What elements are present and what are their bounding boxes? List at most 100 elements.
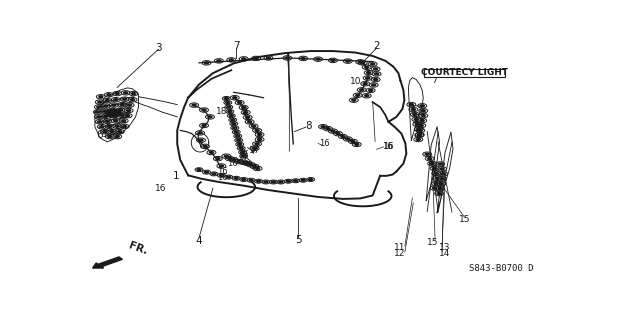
Circle shape — [225, 155, 228, 157]
Text: 1: 1 — [173, 171, 180, 181]
Text: 8: 8 — [305, 121, 312, 131]
Circle shape — [107, 110, 121, 117]
Circle shape — [242, 179, 246, 181]
Circle shape — [434, 183, 438, 185]
Circle shape — [418, 134, 422, 136]
Circle shape — [410, 104, 413, 106]
Circle shape — [97, 106, 101, 108]
Text: 7: 7 — [233, 41, 239, 51]
Circle shape — [234, 131, 238, 133]
Circle shape — [420, 105, 424, 107]
Circle shape — [234, 177, 238, 179]
Text: COURTECY LIGHT: COURTECY LIGHT — [421, 68, 508, 77]
Circle shape — [438, 188, 442, 189]
Circle shape — [217, 60, 221, 62]
Circle shape — [123, 98, 127, 100]
Circle shape — [346, 60, 350, 62]
Circle shape — [237, 102, 242, 104]
Circle shape — [425, 153, 429, 155]
Circle shape — [248, 121, 252, 123]
Circle shape — [228, 110, 232, 113]
Circle shape — [439, 183, 443, 185]
Circle shape — [241, 151, 244, 153]
Circle shape — [120, 104, 124, 106]
Circle shape — [227, 176, 231, 178]
Circle shape — [109, 111, 118, 116]
Circle shape — [233, 127, 237, 129]
FancyBboxPatch shape — [424, 69, 505, 77]
Text: 3: 3 — [155, 43, 162, 53]
Circle shape — [434, 172, 438, 174]
Circle shape — [352, 99, 356, 101]
Circle shape — [203, 145, 207, 147]
Circle shape — [254, 57, 258, 59]
Circle shape — [125, 115, 129, 117]
Circle shape — [367, 72, 371, 74]
Text: 15: 15 — [428, 238, 439, 247]
Circle shape — [112, 104, 116, 106]
Circle shape — [118, 109, 123, 111]
Circle shape — [232, 159, 236, 161]
Circle shape — [209, 152, 213, 153]
Circle shape — [127, 109, 131, 111]
Circle shape — [205, 62, 209, 64]
Text: 6: 6 — [97, 130, 103, 140]
Circle shape — [237, 144, 242, 145]
Circle shape — [413, 114, 417, 115]
Circle shape — [107, 94, 111, 96]
Text: 13: 13 — [439, 242, 451, 252]
Circle shape — [98, 121, 102, 123]
Circle shape — [414, 118, 419, 120]
Circle shape — [356, 94, 360, 96]
Circle shape — [440, 178, 444, 180]
Circle shape — [110, 109, 114, 111]
Circle shape — [412, 108, 415, 110]
Circle shape — [433, 167, 436, 169]
Circle shape — [419, 124, 423, 126]
Circle shape — [212, 173, 216, 175]
Circle shape — [360, 89, 364, 91]
Text: S843-B0700 D: S843-B0700 D — [469, 264, 534, 273]
Circle shape — [108, 136, 112, 137]
Circle shape — [437, 193, 441, 195]
Circle shape — [415, 123, 419, 125]
Circle shape — [253, 166, 257, 167]
Circle shape — [358, 61, 362, 63]
Circle shape — [257, 180, 260, 182]
Circle shape — [351, 140, 355, 142]
Text: 16: 16 — [155, 184, 166, 193]
Circle shape — [441, 173, 445, 175]
Text: 10: 10 — [349, 77, 361, 86]
Circle shape — [99, 96, 103, 98]
Circle shape — [326, 128, 330, 130]
Text: 16: 16 — [319, 139, 330, 148]
Circle shape — [419, 130, 422, 131]
Circle shape — [372, 84, 376, 86]
Circle shape — [279, 181, 283, 183]
Circle shape — [430, 163, 434, 165]
Circle shape — [104, 115, 108, 117]
Circle shape — [331, 130, 335, 132]
Circle shape — [208, 116, 212, 118]
Circle shape — [120, 115, 124, 116]
Text: 16: 16 — [383, 142, 394, 151]
Circle shape — [420, 120, 424, 122]
Circle shape — [253, 147, 257, 149]
Circle shape — [242, 161, 246, 163]
Text: 15: 15 — [459, 215, 470, 224]
Circle shape — [321, 126, 325, 128]
FancyArrow shape — [93, 257, 122, 268]
Text: 11: 11 — [394, 243, 406, 252]
Circle shape — [131, 99, 134, 101]
Circle shape — [104, 105, 108, 107]
Circle shape — [233, 97, 237, 99]
Circle shape — [199, 139, 203, 141]
Circle shape — [421, 110, 425, 112]
Circle shape — [246, 116, 250, 118]
Circle shape — [301, 57, 305, 59]
Circle shape — [232, 123, 236, 125]
Circle shape — [249, 164, 253, 166]
Circle shape — [108, 125, 112, 128]
Circle shape — [331, 59, 335, 61]
Circle shape — [132, 93, 136, 94]
